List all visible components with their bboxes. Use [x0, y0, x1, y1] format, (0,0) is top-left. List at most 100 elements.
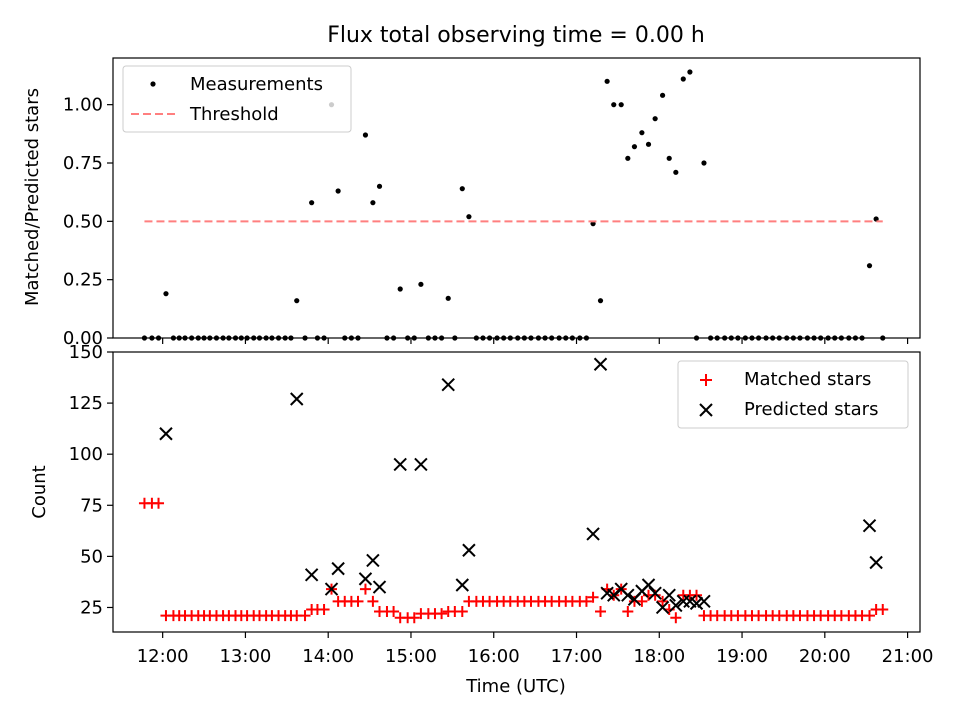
bottom-y-tick-label: 50	[80, 546, 103, 567]
bottom-legend-box	[677, 360, 909, 429]
measurement-point	[466, 214, 472, 220]
predicted-star-point	[324, 582, 339, 596]
top-y-axis-label: Matched/Predicted stars	[22, 88, 43, 306]
measurement-point	[445, 295, 451, 301]
measurement-point	[652, 116, 658, 122]
matched-star-point	[877, 604, 889, 616]
measurement-point	[309, 200, 315, 206]
measurement-point	[873, 216, 879, 222]
measurement-point	[590, 221, 596, 227]
legend-matched-marker	[700, 374, 712, 386]
measurement-point	[666, 155, 672, 161]
matched-star-point	[670, 612, 682, 624]
bottom-y-tick-label: 100	[69, 444, 103, 465]
bottom-y-tick-label: 25	[80, 597, 103, 618]
matched-star-point	[595, 606, 607, 618]
matched-star-point	[436, 608, 448, 620]
bottom-axis-ticks: 25 50 75 100 125 150 12:00 13:00 14:00 15:00 16:00…	[69, 342, 934, 667]
bottom-x-tick-label: 12:00	[137, 646, 189, 667]
legend-predicted-marker	[699, 403, 713, 417]
predicted-star-point	[641, 578, 656, 592]
top-y-tick-label: 0.00	[63, 328, 103, 349]
measurement-point	[618, 102, 624, 108]
matched-star-point	[580, 595, 592, 607]
predicted-star-point	[869, 555, 883, 570]
matched-star-point	[657, 595, 669, 607]
predicted-star-point	[304, 568, 319, 582]
matched-star-point	[318, 604, 330, 616]
measurement-point	[680, 76, 686, 82]
legend-predicted-label: Predicted stars	[744, 399, 878, 420]
matched-star-point	[636, 595, 648, 607]
measurement-point	[459, 186, 465, 192]
predicted-star-point	[669, 598, 683, 613]
bottom-x-tick-label: 15:00	[385, 646, 437, 667]
matched-star-point	[691, 589, 703, 601]
measurement-point	[418, 281, 424, 287]
matched-star-point	[408, 612, 420, 624]
measurement-point	[631, 144, 638, 150]
measurement-point	[362, 132, 369, 138]
predicted-star-point	[697, 594, 711, 609]
top-y-tick-label: 1.00	[63, 95, 103, 116]
bottom-series-layer	[138, 357, 889, 624]
bottom-x-tick-label: 18:00	[633, 646, 685, 667]
bottom-legend: Matched stars Predicted stars	[677, 360, 909, 429]
legend-measurements-label: Measurements	[190, 74, 323, 95]
measurement-point	[687, 69, 693, 75]
predicted-star-point	[655, 600, 670, 615]
bottom-y-axis-label: Count	[29, 465, 50, 518]
top-axis-ticks: 0.00 0.25 0.50 0.75 1.00	[63, 95, 909, 349]
top-y-tick-label: 0.75	[63, 153, 103, 174]
measurement-point	[701, 160, 707, 166]
measurement-point	[604, 78, 610, 84]
predicted-star-point	[159, 427, 173, 441]
bottom-y-tick-label: 75	[80, 495, 103, 516]
predicted-star-point	[393, 457, 407, 472]
bottom-x-tick-label: 13:00	[219, 646, 271, 667]
matched-star-point	[864, 610, 876, 622]
matched-star-point	[388, 606, 400, 618]
measurement-point	[397, 286, 403, 292]
measurement-point	[659, 92, 666, 98]
bottom-plot-frame	[112, 351, 921, 633]
predicted-star-point	[586, 527, 600, 541]
measurement-point	[294, 298, 300, 304]
matched-star-point	[299, 610, 311, 622]
measurement-point	[625, 155, 631, 161]
predicted-star-point	[414, 457, 428, 472]
measurement-point	[376, 183, 383, 189]
predicted-star-point	[441, 377, 455, 392]
chart-title: Flux total observing time = 0.00 h	[327, 23, 705, 48]
predicted-star-point	[455, 578, 469, 592]
predicted-star-point	[358, 572, 373, 586]
bottom-x-tick-label: 20:00	[799, 646, 851, 667]
measurement-point	[335, 188, 341, 194]
top-legend: Measurements Threshold	[122, 65, 352, 133]
predicted-star-point	[593, 357, 608, 371]
bottom-x-tick-label: 21:00	[882, 646, 934, 667]
legend-matched-label: Matched stars	[744, 369, 871, 390]
bottom-x-tick-label: 14:00	[302, 646, 354, 667]
predicted-star-point	[689, 596, 704, 611]
bottom-y-tick-label: 125	[69, 393, 103, 414]
measurement-point	[639, 130, 645, 136]
top-plot-frame	[112, 57, 921, 339]
bottom-x-tick-label: 17:00	[551, 646, 603, 667]
matched-star-point	[153, 497, 165, 509]
predicted-star-point	[648, 586, 662, 600]
top-legend-box	[122, 65, 352, 133]
matched-star-point	[649, 589, 661, 601]
bottom-y-tick-label: 150	[69, 342, 103, 363]
predicted-star-point	[662, 588, 676, 602]
top-y-tick-label: 0.25	[63, 270, 103, 291]
matched-star-point	[456, 606, 468, 618]
bottom-x-tick-label: 16:00	[468, 646, 520, 667]
matched-star-point	[359, 583, 371, 595]
legend-measurements-marker	[150, 81, 156, 87]
matched-star-point	[587, 591, 599, 603]
top-y-tick-label: 0.50	[63, 211, 103, 232]
measurement-point	[673, 169, 679, 175]
predicted-star-point	[372, 580, 387, 594]
